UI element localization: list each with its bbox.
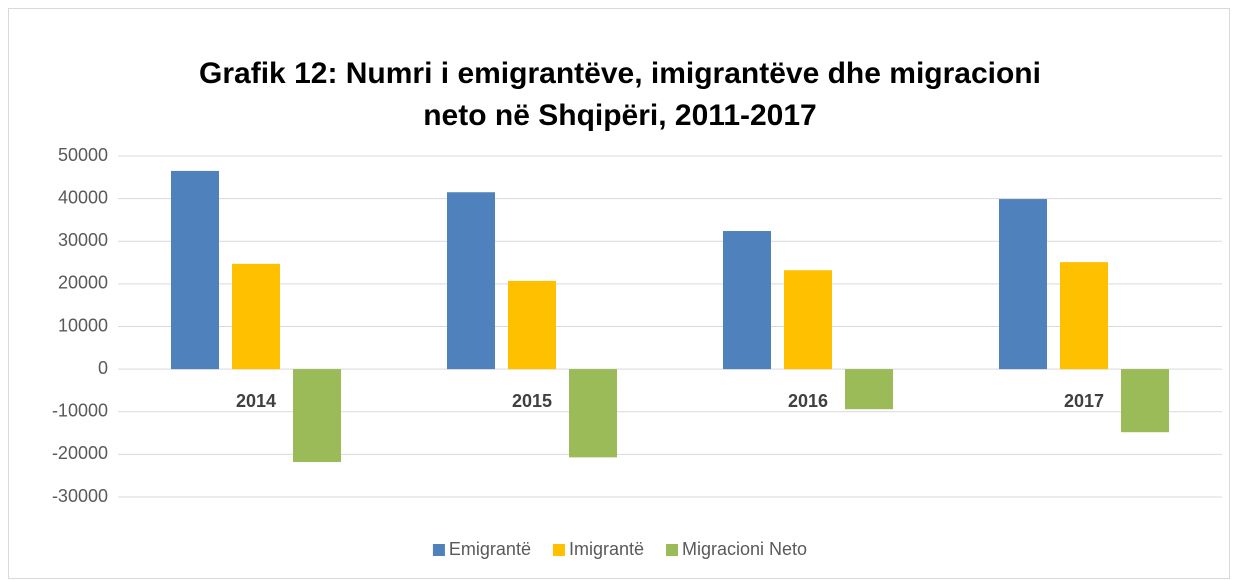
bar [447, 192, 495, 370]
y-tick-label: 40000 [58, 187, 108, 207]
legend-swatch [666, 544, 679, 556]
y-tick-label: 0 [98, 358, 108, 378]
bar [999, 199, 1047, 370]
bar [171, 170, 219, 370]
bar [845, 369, 893, 410]
y-tick-label: -30000 [52, 486, 108, 506]
bar [293, 369, 341, 463]
legend-label: Imigrantë [569, 539, 644, 559]
legend-swatch [552, 544, 565, 556]
chart-title: Grafik 12: Numri i emigrantëve, imigrant… [199, 57, 1041, 90]
bar [508, 280, 556, 370]
y-tick-label: 50000 [58, 145, 108, 165]
bar [1060, 262, 1108, 370]
bar [232, 263, 280, 370]
x-tick-label: 2017 [1064, 391, 1104, 411]
chart-title: neto në Shqipëri, 2011-2017 [423, 99, 817, 132]
y-tick-label: -20000 [52, 443, 108, 463]
y-tick-label: 20000 [58, 273, 108, 293]
bar [569, 369, 617, 458]
legend-swatch [432, 544, 445, 556]
bar [723, 231, 771, 370]
x-tick-label: 2016 [788, 391, 828, 411]
legend-label: Migracioni Neto [682, 539, 807, 559]
bar [1121, 369, 1169, 433]
legend-label: Emigrantë [449, 539, 531, 559]
y-tick-label: 30000 [58, 230, 108, 250]
x-tick-label: 2015 [512, 391, 552, 411]
bar [784, 270, 832, 370]
y-tick-label: 10000 [58, 315, 108, 335]
x-tick-label: 2014 [236, 391, 276, 411]
y-tick-label: -10000 [52, 401, 108, 421]
